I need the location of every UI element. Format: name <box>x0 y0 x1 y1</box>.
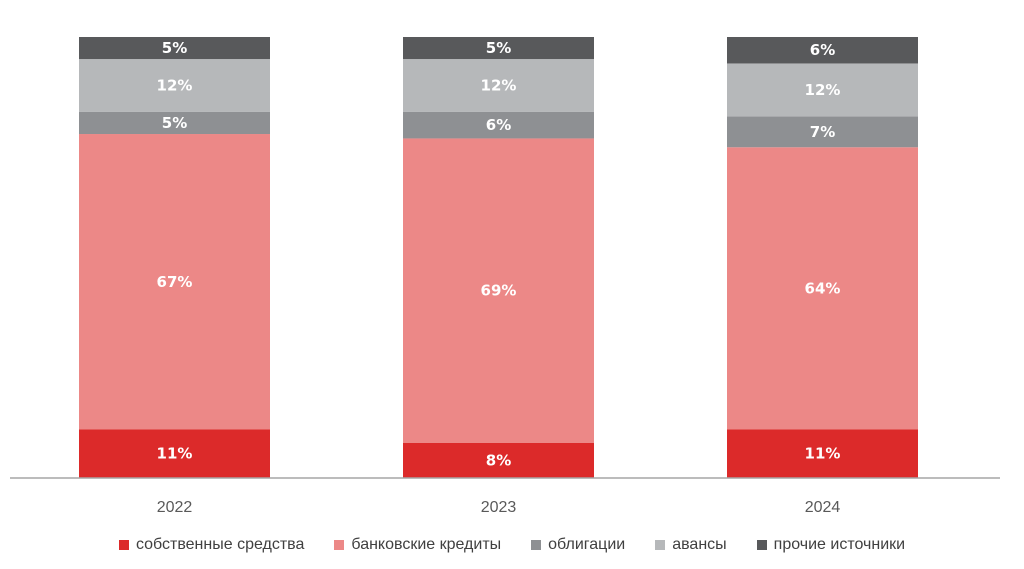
legend-label: облигации <box>548 536 626 553</box>
data-label: 11% <box>805 445 841 463</box>
legend-label: авансы <box>672 536 727 553</box>
bar-segment-2024-0 <box>727 429 918 478</box>
legend-swatch <box>531 540 542 550</box>
data-label: 6% <box>810 41 835 59</box>
data-label: 7% <box>810 123 835 141</box>
legend-label: банковские кредиты <box>351 536 502 553</box>
x-tick-label: 2022 <box>157 499 193 516</box>
bar-segment-2022-2 <box>79 111 270 135</box>
bar-segment-2024-4 <box>727 37 918 64</box>
legend-swatch <box>756 540 767 550</box>
data-label: 5% <box>162 114 187 132</box>
data-label: 12% <box>481 77 517 95</box>
data-label: 5% <box>486 39 511 57</box>
bar-segment-2023-3 <box>403 59 594 112</box>
bar-segment-2022-3 <box>79 59 270 112</box>
data-label: 8% <box>486 451 511 469</box>
bar-segment-2024-1 <box>727 147 918 430</box>
legend-item: собственные средства <box>118 536 305 554</box>
legend-item: облигации <box>531 536 625 554</box>
data-label: 69% <box>481 282 517 300</box>
data-label: 64% <box>805 279 841 297</box>
data-label: 11% <box>157 445 193 463</box>
legend-item: прочие источники <box>756 536 906 554</box>
bar-segment-2024-2 <box>727 116 918 148</box>
bar-segment-2022-0 <box>79 429 270 478</box>
legend-label: собственные средства <box>135 536 305 553</box>
x-tick-label: 2024 <box>805 499 841 516</box>
bar-segment-2022-4 <box>79 37 270 60</box>
bar-segment-2023-4 <box>403 37 594 60</box>
x-tick-label: 2023 <box>481 499 517 516</box>
data-label: 67% <box>157 273 193 291</box>
legend-item: банковские кредиты <box>334 536 501 554</box>
data-label: 12% <box>157 77 193 95</box>
data-label: 6% <box>486 116 511 134</box>
legend-item: авансы <box>655 536 727 554</box>
bars-layer: 11% 67% 5% 12% 5% 8% 69% 6% 12% 5% 11% 64% 7% 12% 6% <box>79 37 918 478</box>
legend-swatch <box>655 540 666 550</box>
legend-label: прочие источники <box>773 536 906 553</box>
legend-swatch <box>334 540 345 550</box>
category-labels: 2022 2023 2024 <box>157 499 841 516</box>
bar-segment-2023-0 <box>403 442 594 478</box>
bar-segment-2023-2 <box>403 111 594 139</box>
data-label: 12% <box>805 81 841 99</box>
data-label: 5% <box>162 39 187 57</box>
legend: собственные средства банковские кредиты об… <box>0 536 1024 554</box>
bar-segment-2024-3 <box>727 63 918 117</box>
bar-segment-2023-1 <box>403 138 594 443</box>
legend-swatch <box>118 540 129 550</box>
bar-segment-2022-1 <box>79 134 270 430</box>
